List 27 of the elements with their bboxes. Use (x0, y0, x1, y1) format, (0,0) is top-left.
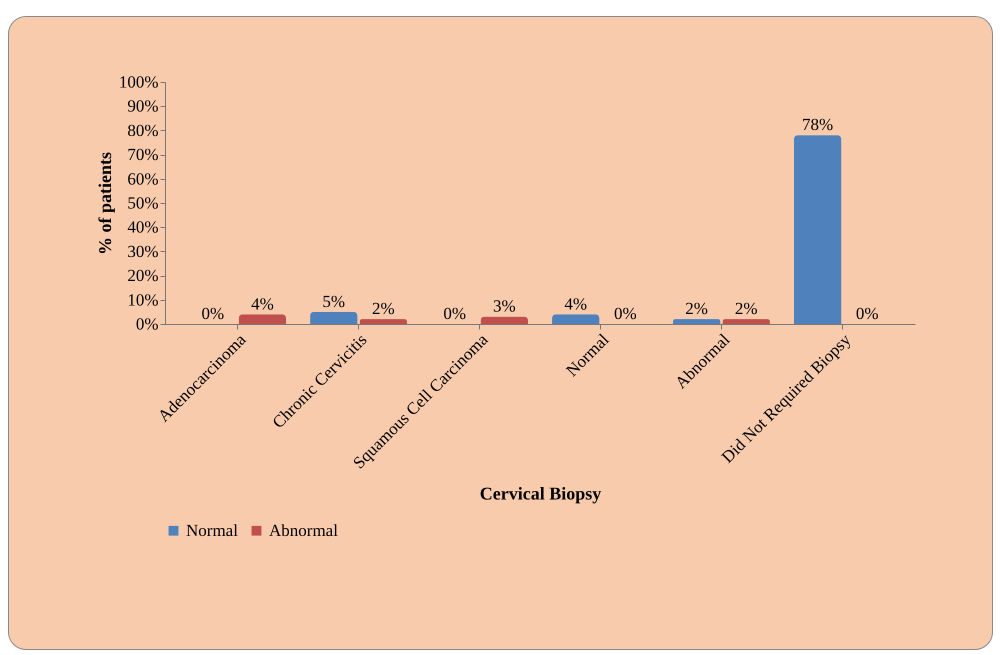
data-label: 78% (802, 115, 834, 134)
y-tick-label: 80% (127, 120, 158, 140)
y-tick-label: 20% (127, 266, 158, 286)
y-tick-label: 70% (127, 145, 158, 164)
data-label: 3% (492, 296, 516, 316)
y-tick-label: 40% (127, 218, 158, 237)
y-tick-label: 90% (127, 96, 158, 116)
data-label: 4% (251, 294, 274, 314)
y-tick-label: 60% (127, 169, 158, 188)
x-axis-title: Cervical Biopsy (480, 484, 602, 504)
data-label: 2% (685, 299, 708, 318)
data-label: 2% (372, 299, 395, 318)
data-label: 4% (564, 294, 588, 314)
data-label: 0% (443, 304, 466, 323)
y-tick-label: 100% (118, 72, 158, 92)
data-label: 0% (201, 304, 224, 323)
y-tick-label: 0% (136, 314, 158, 334)
data-label: 0% (614, 304, 637, 323)
y-tick-label: 30% (127, 242, 158, 261)
data-label: 5% (322, 292, 346, 311)
data-label: 2% (734, 299, 758, 318)
legend-label: Normal (186, 520, 238, 540)
data-label: 0% (856, 304, 879, 323)
y-axis-title: % of patients (94, 152, 115, 255)
legend-label: Abnormal (269, 520, 338, 540)
y-tick-label: 10% (127, 290, 158, 310)
y-tick-label: 50% (127, 194, 158, 212)
